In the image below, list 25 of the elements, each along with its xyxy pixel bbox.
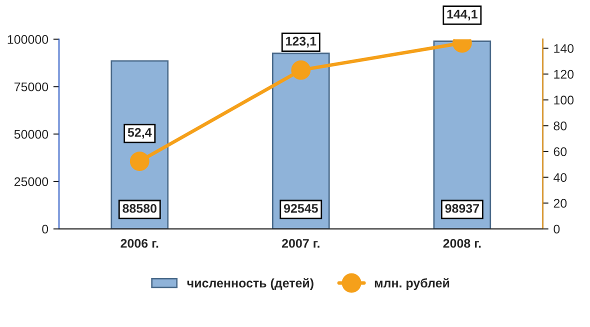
y2-tick-label: 80 [554,121,567,130]
y2-tick-label: 40 [554,173,567,182]
data-label: 52,4 [128,128,152,139]
y-tick-label: 25000 [14,177,48,186]
data-label: 123,1 [286,36,316,48]
data-label: 98937 [445,204,479,213]
legend-label: млн. рублей [374,278,450,290]
y-tick-label: 0 [42,224,48,234]
y2-tick-label: 0 [554,224,560,234]
y-tick-label: 75000 [14,82,48,92]
data-label: 88580 [122,204,156,213]
y-tick-label: 100000 [8,35,48,44]
y-tick-label: 50000 [14,130,48,139]
y2-tick-label: 60 [554,147,567,156]
y2-tick-label: 140 [554,44,574,53]
y2-tick-label: 20 [554,198,567,208]
x-tick-label: 2006 г. [120,238,158,248]
bar [433,40,492,229]
data-label: 92545 [284,204,318,213]
x-tick-label: 2008 г. [443,238,481,248]
x-tick-label: 2007 г. [282,238,320,248]
legend-label: численность (детей) [187,278,314,290]
y2-tick-label: 120 [554,70,574,79]
data-label: 144,1 [447,10,478,20]
y2-tick-label: 100 [554,96,574,105]
